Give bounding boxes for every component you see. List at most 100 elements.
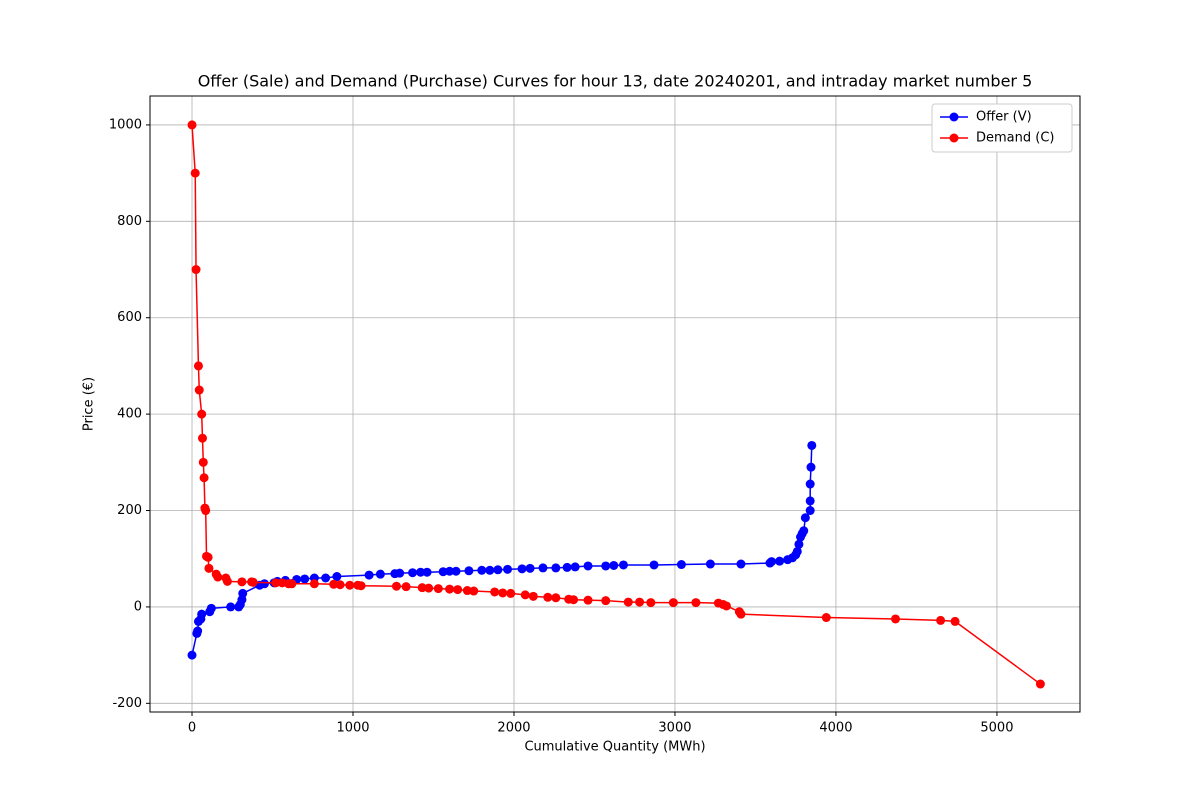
marker <box>300 574 310 584</box>
marker <box>193 361 203 371</box>
y-tick-label: 200 <box>117 503 142 518</box>
marker <box>562 562 572 572</box>
marker <box>356 581 366 591</box>
marker <box>551 563 561 573</box>
x-tick-label: 5000 <box>980 721 1013 736</box>
marker <box>237 577 247 587</box>
marker <box>705 559 715 569</box>
marker <box>805 479 815 489</box>
marker <box>490 587 500 597</box>
marker <box>198 457 208 467</box>
marker <box>668 598 678 608</box>
marker <box>736 559 746 569</box>
marker <box>445 566 455 576</box>
marker <box>676 560 686 570</box>
marker <box>206 603 216 613</box>
marker <box>503 564 513 574</box>
marker <box>767 557 777 567</box>
marker <box>335 580 345 590</box>
marker <box>691 598 701 608</box>
marker <box>583 595 593 605</box>
marker <box>498 588 508 598</box>
marker <box>462 586 472 596</box>
x-axis-label: Cumulative Quantity (MWh) <box>524 740 705 755</box>
marker <box>1035 679 1045 689</box>
marker <box>493 565 503 575</box>
y-axis-label: Price (€) <box>82 377 97 431</box>
marker <box>805 506 815 516</box>
marker <box>190 168 200 178</box>
marker <box>321 573 331 583</box>
marker <box>601 596 611 606</box>
marker <box>520 590 530 600</box>
marker <box>506 588 516 598</box>
marker <box>238 588 248 598</box>
marker <box>792 546 802 556</box>
marker <box>375 569 385 579</box>
marker <box>736 609 746 619</box>
legend-marker <box>949 112 959 122</box>
marker <box>213 572 223 582</box>
marker <box>199 473 209 483</box>
y-tick-label: 1000 <box>109 117 142 132</box>
marker <box>646 598 656 608</box>
marker <box>309 579 319 589</box>
marker <box>821 613 831 623</box>
marker <box>345 580 355 590</box>
marker <box>807 440 817 450</box>
marker <box>191 265 201 275</box>
x-tick-label: 4000 <box>819 721 852 736</box>
line <box>191 445 813 656</box>
marker <box>197 609 207 619</box>
marker <box>609 560 619 570</box>
marker <box>424 583 434 593</box>
marker <box>485 565 495 575</box>
marker <box>464 566 474 576</box>
marker <box>525 563 535 573</box>
marker <box>800 513 810 523</box>
marker <box>364 570 374 580</box>
x-tick-label: 3000 <box>658 721 691 736</box>
marker <box>891 614 901 624</box>
marker <box>395 568 405 578</box>
y-tick-label: 400 <box>117 407 142 422</box>
marker <box>445 584 455 594</box>
x-tick-label: 2000 <box>497 721 530 736</box>
marker <box>271 578 281 588</box>
marker <box>248 577 258 587</box>
marker <box>775 556 785 566</box>
marker <box>187 650 197 660</box>
marker <box>517 564 527 574</box>
marker <box>222 576 232 586</box>
marker <box>569 595 579 605</box>
y-tick-label: 600 <box>117 310 142 325</box>
marker <box>226 602 236 612</box>
marker <box>469 586 479 596</box>
x-tick-label: 0 <box>188 721 196 736</box>
marker <box>794 539 804 549</box>
marker <box>438 567 448 577</box>
marker <box>721 601 731 611</box>
y-tick-label: 0 <box>134 599 142 614</box>
marker <box>197 409 207 419</box>
marker <box>551 593 561 603</box>
marker <box>805 496 815 506</box>
marker <box>329 579 339 589</box>
marker <box>601 561 611 571</box>
marker <box>618 560 628 570</box>
marker <box>416 567 426 577</box>
legend-marker <box>949 133 959 143</box>
marker <box>408 568 418 578</box>
legend-label: Offer (V) <box>976 110 1032 125</box>
marker <box>401 582 411 592</box>
legend: Offer (V) Demand (C) <box>931 103 1073 153</box>
line <box>191 124 1041 685</box>
marker <box>477 565 487 575</box>
marker <box>193 626 203 636</box>
marker <box>453 585 463 595</box>
x-tick-label: 1000 <box>336 721 369 736</box>
marker <box>623 597 633 607</box>
marker <box>528 591 538 601</box>
